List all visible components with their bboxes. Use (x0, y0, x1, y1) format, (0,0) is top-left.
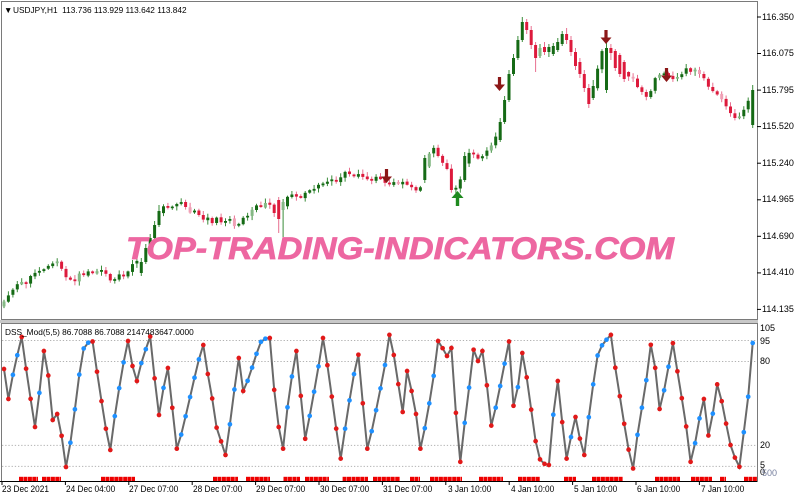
svg-text:TOP-TRADING-INDICATORS.COM: TOP-TRADING-INDICATORS.COM (126, 230, 675, 266)
